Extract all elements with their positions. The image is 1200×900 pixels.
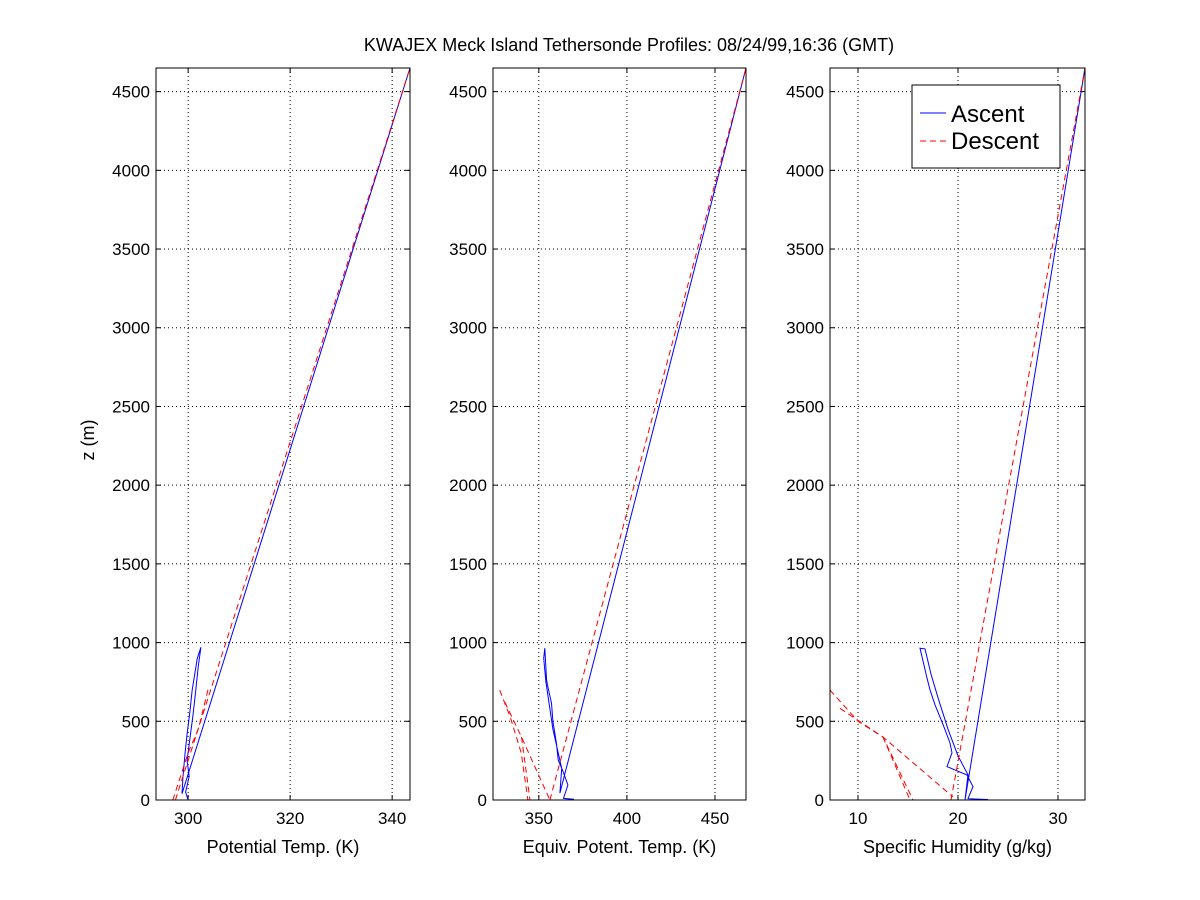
y-tick-label: 0: [815, 791, 824, 810]
x-tick-label: 450: [701, 809, 729, 828]
legend-ascent-label: Ascent: [951, 101, 1025, 128]
descent-line: [504, 701, 551, 800]
y-tick-label: 4500: [786, 83, 824, 102]
descent-line: [174, 68, 410, 800]
y-tick-label: 1500: [786, 555, 824, 574]
panel-3: 10 20 30 0 500 1000 1500 2000 2500 3000 3500 4000 45…: [786, 67, 1086, 857]
y-tick-label: 4000: [786, 161, 824, 180]
descent-line: [882, 736, 911, 800]
y-tick-label: 4000: [449, 161, 487, 180]
descent-line: [549, 68, 746, 800]
x-tick-label: 10: [849, 809, 868, 828]
ascent-line: [181, 68, 410, 800]
descent-line: [839, 707, 914, 800]
y-tick-label: 2000: [786, 476, 824, 495]
series-descent: [499, 68, 746, 800]
series-ascent: [543, 68, 746, 800]
y-tick-label: 3000: [449, 319, 487, 338]
y-tick-label: 3500: [449, 240, 487, 259]
legend: Ascent Descent: [911, 84, 1061, 169]
y-tick-label: 500: [459, 712, 487, 731]
y-tick-label: 1000: [112, 634, 150, 653]
axes-frame: [155, 67, 411, 801]
x-tick-label: 320: [276, 809, 304, 828]
y-tick-label: 3000: [786, 319, 824, 338]
y-tick-label: 500: [796, 712, 824, 731]
axes-frame: [492, 67, 747, 801]
y-tick-label: 2000: [449, 476, 487, 495]
y-tick-label: 1000: [786, 634, 824, 653]
x-tick-label: 400: [613, 809, 641, 828]
series-descent: [830, 68, 1085, 800]
y-tick-label: 4500: [112, 83, 150, 102]
x-axis-label: Potential Temp. (K): [207, 837, 360, 857]
figure-title: KWAJEX Meck Island Tethersonde Profiles:…: [364, 35, 894, 55]
y-axis-label: z (m): [78, 420, 98, 461]
y-tick-label: 500: [122, 712, 150, 731]
y-tick-label: 3000: [112, 319, 150, 338]
x-tick-label: 30: [1049, 809, 1068, 828]
series-ascent: [919, 68, 1085, 800]
y-tick-label: 1500: [112, 555, 150, 574]
y-tick-label: 2500: [449, 397, 487, 416]
ascent-line: [919, 68, 1085, 800]
descent-line: [830, 689, 954, 798]
x-axis-label: Equiv. Potent. Temp. (K): [523, 837, 716, 857]
panel-1: 300 320 340 0 500 1000 1500 2000 2500 3000 3500 400…: [112, 67, 411, 857]
y-tick-label: 4000: [112, 161, 150, 180]
y-tick-label: 1000: [449, 634, 487, 653]
panel-2: 350 400 4500500100015002000250030003500400…: [449, 67, 747, 857]
y-tick-label: 0: [141, 791, 150, 810]
x-axis-label: Specific Humidity (g/kg): [863, 837, 1052, 857]
y-tick-label: 1500: [449, 555, 487, 574]
descent-line: [499, 689, 529, 800]
y-tick-label: 0: [478, 791, 487, 810]
y-tick-label: 3500: [112, 240, 150, 259]
axes-frame: [829, 67, 1086, 801]
y-tick-label: 3500: [786, 240, 824, 259]
legend-descent-label: Descent: [951, 128, 1039, 155]
x-tick-label: 20: [949, 809, 968, 828]
series-ascent: [181, 68, 410, 800]
y-tick-label: 2000: [112, 476, 150, 495]
descent-line: [521, 736, 531, 800]
x-tick-label: 350: [525, 809, 553, 828]
y-tick-label: 2500: [786, 397, 824, 416]
y-tick-label: 2500: [112, 397, 150, 416]
x-tick-label: 340: [378, 809, 406, 828]
legend-box: [911, 84, 1061, 169]
ascent-line: [543, 68, 746, 800]
x-tick-label: 300: [174, 809, 202, 828]
descent-line: [950, 68, 1085, 800]
series-descent: [172, 68, 410, 800]
y-tick-label: 4500: [449, 83, 487, 102]
